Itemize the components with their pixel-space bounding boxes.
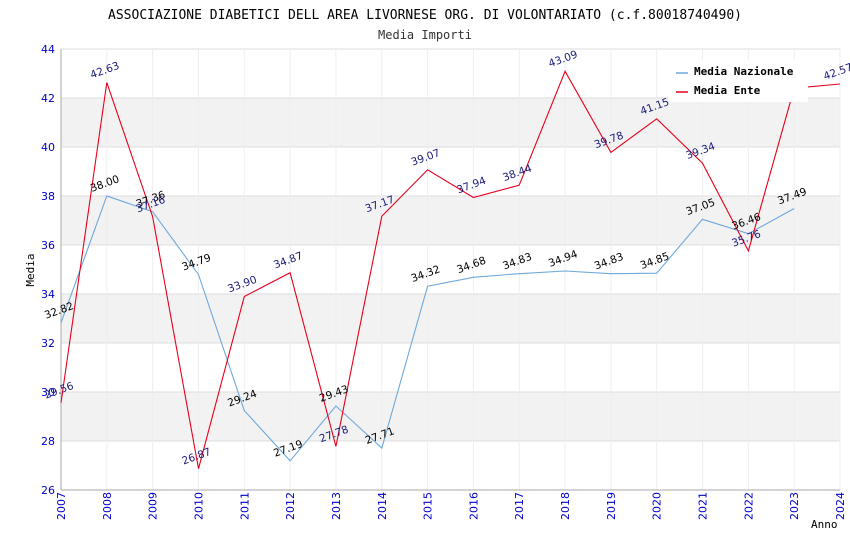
x-tick-label: 2013 <box>330 492 343 520</box>
chart-subtitle: Media Importi <box>378 28 472 42</box>
axes <box>60 49 840 491</box>
gridlines <box>60 48 841 491</box>
y-tick-label: 34 <box>41 288 55 301</box>
plot-band <box>61 196 840 245</box>
legend-label-media-nazionale: Media Nazionale <box>694 65 794 78</box>
legend: Media Nazionale Media Ente <box>668 60 808 102</box>
plot-band <box>61 441 840 490</box>
y-tick-label: 44 <box>41 43 55 56</box>
x-tick-label: 2023 <box>788 492 801 520</box>
x-tick-label: 2020 <box>651 492 664 520</box>
plot-band <box>61 343 840 392</box>
x-tick-label: 2014 <box>376 492 389 520</box>
plot-band <box>61 294 840 343</box>
plot-band <box>61 245 840 294</box>
x-tick-label: 2012 <box>284 492 297 520</box>
x-tick-label: 2022 <box>742 492 755 520</box>
y-tick-label: 40 <box>41 141 55 154</box>
y-tick-label: 28 <box>41 435 55 448</box>
series-line-ente <box>60 70 841 469</box>
y-tick-label: 32 <box>41 337 55 350</box>
y-tick-label: 38 <box>41 190 55 203</box>
y-tick-label: 36 <box>41 239 55 252</box>
legend-box <box>668 60 808 102</box>
y-tick-label: 30 <box>41 386 55 399</box>
x-tick-label: 2010 <box>192 492 205 520</box>
x-tick-label: 2021 <box>697 492 710 520</box>
series-lines <box>60 70 841 469</box>
legend-label-media-ente: Media Ente <box>694 84 761 97</box>
x-tick-label: 2015 <box>422 492 435 520</box>
x-tick-label: 2008 <box>101 492 114 520</box>
x-tick-label: 2018 <box>559 492 572 520</box>
x-tick-label: 2016 <box>467 492 480 520</box>
y-axis-label: Media <box>24 253 37 286</box>
x-tick-label: 2019 <box>605 492 618 520</box>
y-tick-label: 26 <box>41 484 55 497</box>
x-tick-label: 2007 <box>55 492 68 520</box>
y-tick-label: 42 <box>41 92 55 105</box>
y-axis-ticks: 26 28 30 32 34 36 38 40 42 44 <box>41 43 55 497</box>
plot-background <box>61 49 840 490</box>
x-tick-label: 2017 <box>513 492 526 520</box>
plot-band <box>61 392 840 441</box>
x-axis-ticks: 2007 2008 2009 2010 2011 2012 2013 2014 2015 2016… <box>55 492 847 520</box>
x-axis-label: Anno <box>811 518 838 531</box>
plot-band <box>61 147 840 196</box>
x-tick-label: 2011 <box>238 492 251 520</box>
plot-band <box>61 98 840 147</box>
x-tick-label: 2024 <box>834 492 847 520</box>
x-tick-label: 2009 <box>147 492 160 520</box>
chart-title: ASSOCIAZIONE DIABETICI DELL AREA LIVORNE… <box>108 8 742 23</box>
series-line-nazionale <box>60 195 795 462</box>
